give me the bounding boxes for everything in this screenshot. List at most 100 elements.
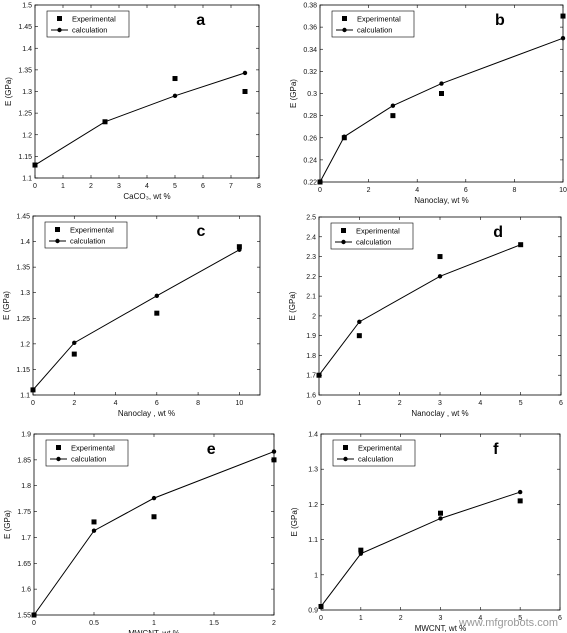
legend-marker-circle: [56, 456, 61, 462]
y-tick-label: 1.1: [20, 393, 30, 400]
x-axis-label: Nanoclay, wt %: [414, 196, 469, 205]
x-tick-label: 8: [512, 187, 516, 194]
x-tick-label: 4: [114, 400, 118, 407]
data-point-calculation: [242, 70, 248, 76]
legend-label-calculation: calculation: [71, 455, 106, 464]
data-point-experimental: [172, 76, 178, 82]
y-tick-label: 2.5: [306, 215, 316, 222]
legend-marker-square: [342, 16, 347, 21]
x-tick-label: 10: [235, 400, 243, 407]
y-tick-label: 1.7: [306, 373, 316, 380]
y-axis-label: E (GPa): [3, 510, 12, 539]
data-point-calculation: [517, 489, 523, 495]
y-tick-label: 2.2: [306, 274, 316, 281]
y-tick-label: 1.25: [18, 111, 32, 118]
x-tick-label: 2: [272, 620, 276, 627]
data-point-experimental: [560, 13, 566, 19]
data-point-calculation: [358, 551, 364, 556]
x-tick-label: 4: [145, 183, 149, 190]
legend-label-experimental: Experimental: [72, 15, 116, 24]
legend-label-calculation: calculation: [356, 238, 391, 247]
x-tick-label: 7: [229, 183, 233, 190]
data-point-calculation: [317, 179, 323, 185]
y-tick-label: 1.45: [16, 214, 30, 221]
y-tick-label: 0.28: [303, 113, 317, 120]
data-point-experimental: [91, 519, 97, 525]
x-tick-label: 2: [398, 400, 402, 407]
y-tick-label: 2.1: [306, 294, 316, 301]
x-tick-label: 8: [257, 183, 261, 190]
legend-box: [332, 439, 416, 467]
data-point-calculation: [438, 516, 443, 521]
legend-label-experimental: Experimental: [70, 226, 114, 235]
legend-box: [46, 10, 130, 38]
legend-marker-circle: [342, 27, 347, 33]
data-point-calculation: [318, 604, 324, 609]
y-tick-label: 1.3: [308, 467, 318, 474]
y-tick-label: 1.4: [22, 46, 32, 53]
x-tick-label: 4: [478, 400, 482, 407]
y-tick-label: 1.3: [22, 89, 32, 96]
y-tick-label: 2.4: [306, 234, 316, 241]
y-tick-label: 1.85: [17, 457, 31, 464]
data-point-calculation: [102, 119, 108, 124]
x-tick-label: 1: [357, 400, 361, 407]
y-tick-label: 0.34: [303, 47, 317, 54]
data-point-experimental: [151, 514, 157, 520]
series-line-calculation: [32, 249, 240, 391]
y-tick-label: 1.55: [17, 613, 31, 620]
y-tick-label: 1.45: [18, 24, 32, 31]
x-tick-label: 3: [117, 183, 121, 190]
x-tick-label: 2: [72, 400, 76, 407]
y-tick-label: 0.36: [303, 25, 317, 32]
data-point-calculation: [237, 247, 242, 252]
x-tick-label: 0: [32, 620, 36, 627]
y-tick-label: 1.35: [16, 265, 30, 272]
x-tick-label: 2: [367, 187, 371, 194]
y-tick-label: 1.15: [16, 367, 30, 374]
series-line-calculation: [320, 491, 521, 607]
data-point-calculation: [518, 242, 523, 247]
series-line-calculation: [318, 244, 521, 376]
x-tick-label: 10: [559, 187, 567, 194]
panel-label: a: [196, 12, 205, 29]
legend-box: [330, 222, 414, 250]
x-axis-label: Nanoclay , wt %: [411, 409, 468, 418]
panel-label: c: [196, 223, 205, 240]
data-point-calculation: [560, 35, 566, 41]
y-tick-label: 2: [312, 313, 316, 320]
legend-box: [44, 221, 128, 249]
y-tick-label: 0.9: [308, 608, 318, 615]
panel-label: e: [207, 441, 216, 458]
legend-marker-circle: [57, 27, 62, 33]
y-tick-label: 1: [314, 572, 318, 579]
x-tick-label: 6: [558, 615, 562, 622]
y-tick-label: 1.1: [308, 537, 318, 544]
data-point-experimental: [438, 510, 443, 516]
panel-label: b: [495, 12, 505, 29]
x-tick-label: 0: [319, 615, 323, 622]
data-point-calculation: [31, 612, 37, 618]
x-tick-label: 4: [415, 187, 419, 194]
series-line-calculation: [34, 72, 246, 166]
x-tick-label: 0.5: [89, 620, 99, 627]
chart-panel-d: 0 1 2 3 4 5 6 1.6 1.7 1.8 1.9 2 2.1 2.2 2.3 2.4 2.5 Nanoc…: [288, 215, 563, 419]
y-tick-label: 0.3: [307, 91, 317, 98]
y-tick-label: 1.2: [308, 502, 318, 509]
y-tick-label: 1.9: [306, 333, 316, 340]
data-point-experimental: [242, 89, 248, 94]
watermark-text: www.mfgrobots.com: [458, 617, 558, 629]
y-tick-label: 1.35: [18, 67, 32, 74]
legend-marker-square: [341, 228, 346, 233]
chart-panel-a: 0 1 2 3 4 5 6 7 8 1.1 1.15 1.2 1.25 1.3 1.35 1.4 1.45 1.5…: [4, 3, 261, 202]
x-tick-label: 1: [61, 183, 65, 190]
y-tick-label: 1.1: [22, 176, 32, 183]
y-tick-label: 1.8: [21, 483, 31, 490]
legend-label-calculation: calculation: [358, 455, 393, 464]
data-point-experimental: [517, 498, 523, 504]
x-tick-label: 1: [152, 620, 156, 627]
data-point-calculation: [172, 93, 178, 99]
data-point-calculation: [32, 162, 38, 168]
data-point-calculation: [316, 373, 322, 378]
